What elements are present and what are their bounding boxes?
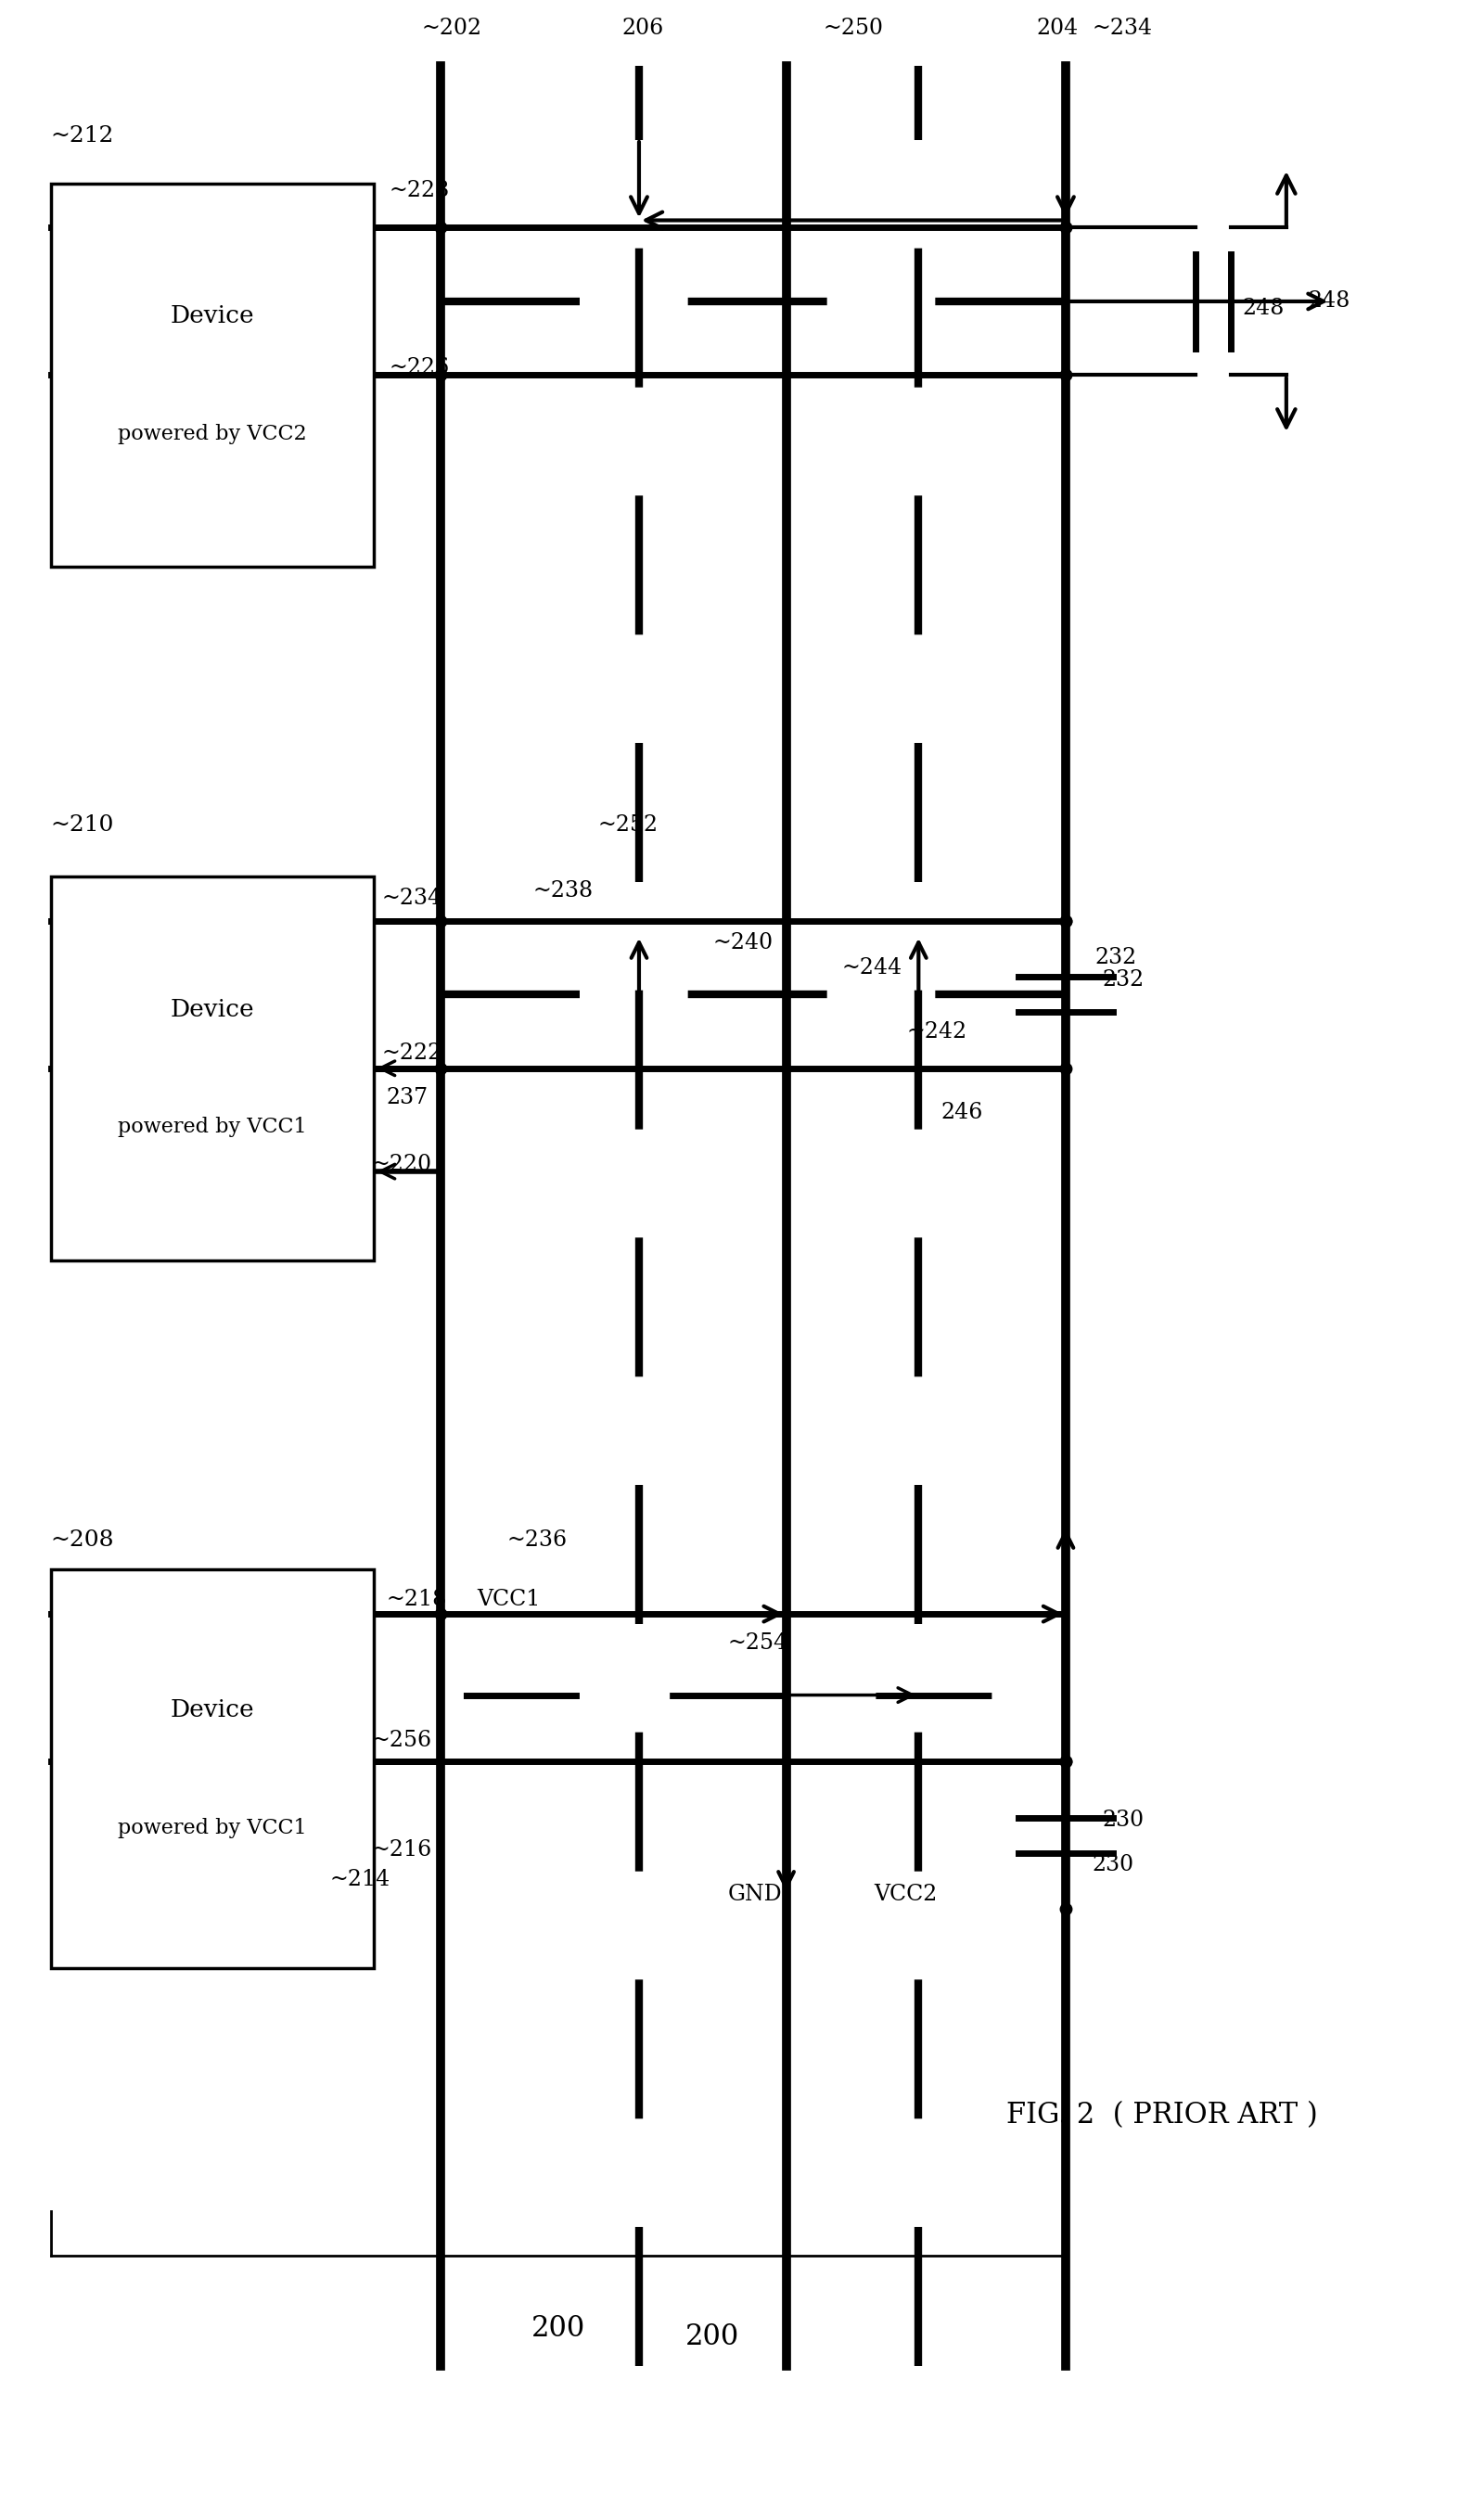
- Text: 232: 232: [1103, 970, 1144, 990]
- Bar: [50, 877, 374, 1260]
- Text: ~212: ~212: [50, 126, 114, 146]
- Text: 206: 206: [622, 18, 663, 40]
- Text: Device: Device: [171, 1698, 254, 1721]
- Text: VCC2: VCC2: [874, 1882, 938, 1905]
- Text: ~234: ~234: [1092, 18, 1153, 40]
- Text: ~218: ~218: [386, 1588, 447, 1610]
- Text: ~214: ~214: [329, 1870, 390, 1890]
- Text: ~202: ~202: [421, 18, 482, 40]
- Text: ~234: ~234: [381, 887, 442, 910]
- Text: ~240: ~240: [712, 932, 773, 953]
- Text: ~238: ~238: [533, 879, 594, 902]
- Text: ~226: ~226: [389, 358, 450, 378]
- Text: 230: 230: [1103, 1809, 1144, 1832]
- Text: 232: 232: [1095, 948, 1137, 968]
- Text: 204: 204: [1036, 18, 1079, 40]
- Text: VCC1: VCC1: [478, 1588, 540, 1610]
- Text: ~216: ~216: [371, 1840, 432, 1860]
- Text: 230: 230: [1092, 1855, 1134, 1875]
- Text: 200: 200: [686, 2323, 739, 2351]
- Text: ~256: ~256: [371, 1731, 432, 1751]
- Text: powered by VCC1: powered by VCC1: [117, 1116, 307, 1137]
- Text: 248: 248: [1242, 297, 1284, 320]
- Text: ~222: ~222: [381, 1043, 442, 1063]
- Text: GND: GND: [727, 1882, 782, 1905]
- Text: FIG. 2  ( PRIOR ART ): FIG. 2 ( PRIOR ART ): [1006, 2102, 1318, 2129]
- Text: ~208: ~208: [50, 1530, 114, 1550]
- Text: ~236: ~236: [506, 1530, 567, 1550]
- Text: powered by VCC2: powered by VCC2: [117, 423, 307, 444]
- Text: ~244: ~244: [841, 958, 902, 978]
- Text: ~254: ~254: [727, 1633, 788, 1653]
- Text: 200: 200: [531, 2313, 585, 2344]
- Text: ~242: ~242: [907, 1021, 968, 1043]
- Text: 248: 248: [1309, 290, 1350, 312]
- Bar: [50, 1570, 374, 1968]
- Text: ~210: ~210: [50, 814, 114, 837]
- Text: ~220: ~220: [371, 1154, 432, 1174]
- Text: ~252: ~252: [598, 814, 659, 837]
- Text: powered by VCC1: powered by VCC1: [117, 1817, 307, 1837]
- Text: 237: 237: [386, 1086, 427, 1109]
- Text: 246: 246: [941, 1101, 982, 1124]
- Text: Device: Device: [171, 998, 254, 1021]
- Text: ~228: ~228: [389, 179, 450, 202]
- Text: Device: Device: [171, 305, 254, 328]
- Text: ~250: ~250: [824, 18, 883, 40]
- Bar: [50, 184, 374, 567]
